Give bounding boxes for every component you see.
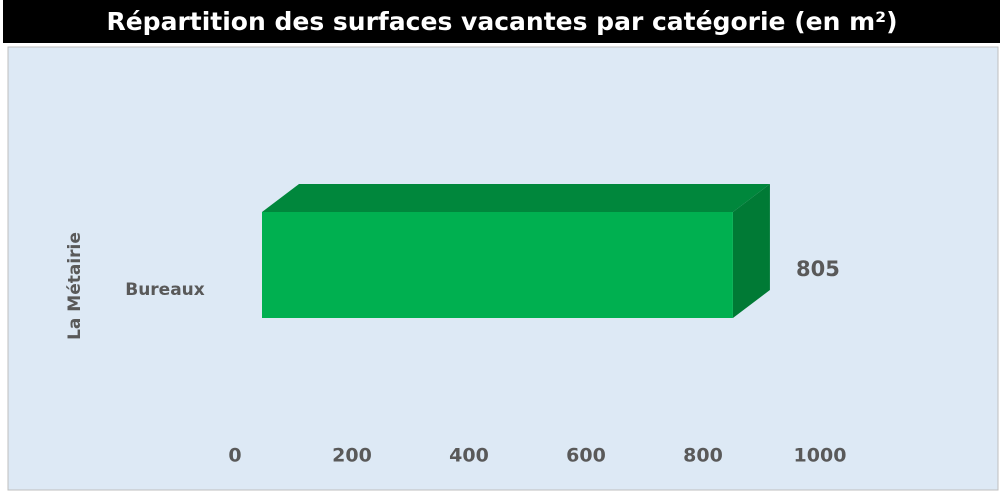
value-label: 805 xyxy=(796,257,840,281)
y-tick-label: Bureaux xyxy=(125,280,205,300)
x-tick-label: 400 xyxy=(449,445,489,467)
group-label: La Métairie xyxy=(65,232,85,340)
bar xyxy=(262,212,733,318)
title-bar xyxy=(3,0,1000,43)
x-tick-label: 1000 xyxy=(794,445,847,467)
x-tick-label: 0 xyxy=(228,445,241,467)
bar-top xyxy=(262,184,770,212)
x-tick-label: 800 xyxy=(683,445,723,467)
x-tick-label: 600 xyxy=(566,445,606,467)
bar-side xyxy=(732,184,770,318)
x-tick-label: 200 xyxy=(332,445,372,467)
chart-title: Répartition des surfaces vacantes par ca… xyxy=(106,7,897,36)
